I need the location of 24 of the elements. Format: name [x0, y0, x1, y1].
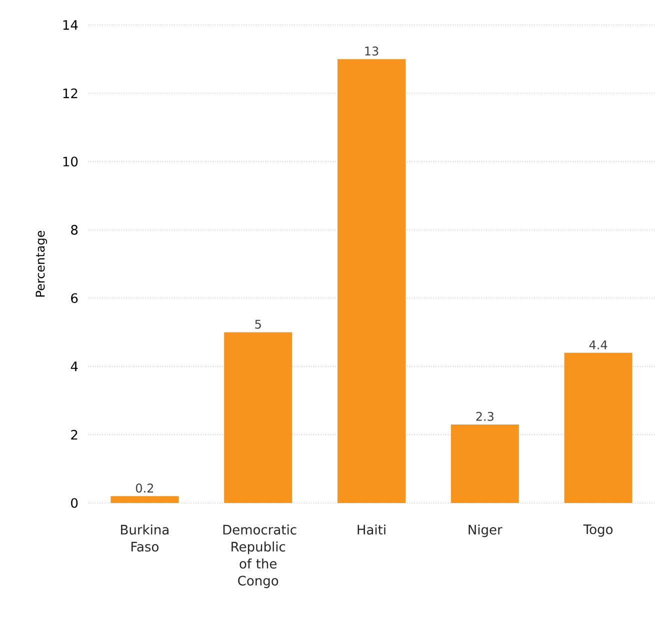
- data-label: 13: [365, 46, 378, 56]
- data-label: 5: [255, 320, 261, 329]
- y-tick-label: 14: [63, 20, 78, 30]
- x-tick-label: Burkina Faso: [121, 524, 168, 552]
- y-tick-label: 12: [63, 88, 78, 98]
- data-label: 4.4: [589, 340, 608, 350]
- bar: [450, 424, 519, 503]
- y-tick-label: 6: [71, 293, 78, 304]
- x-tick-label: Togo: [583, 524, 613, 537]
- x-tick-label: Haiti: [358, 524, 386, 535]
- bar: [337, 59, 406, 503]
- data-label: 0.2: [136, 484, 154, 493]
- bar: [224, 332, 292, 503]
- bar: [110, 496, 179, 503]
- x-tick-label: Niger: [468, 524, 502, 538]
- bar: [564, 352, 632, 503]
- y-tick-label: 8: [71, 224, 78, 235]
- data-label: 2.3: [476, 412, 494, 421]
- y-tick-label: 0: [71, 498, 78, 508]
- x-tick-label: Democratic Republic of the Congo: [223, 524, 296, 588]
- y-tick-label: 2: [71, 430, 78, 440]
- y-axis-title: Percentage: [36, 230, 48, 297]
- y-tick-label: 4: [70, 362, 78, 372]
- y-tick-label: 10: [63, 156, 78, 166]
